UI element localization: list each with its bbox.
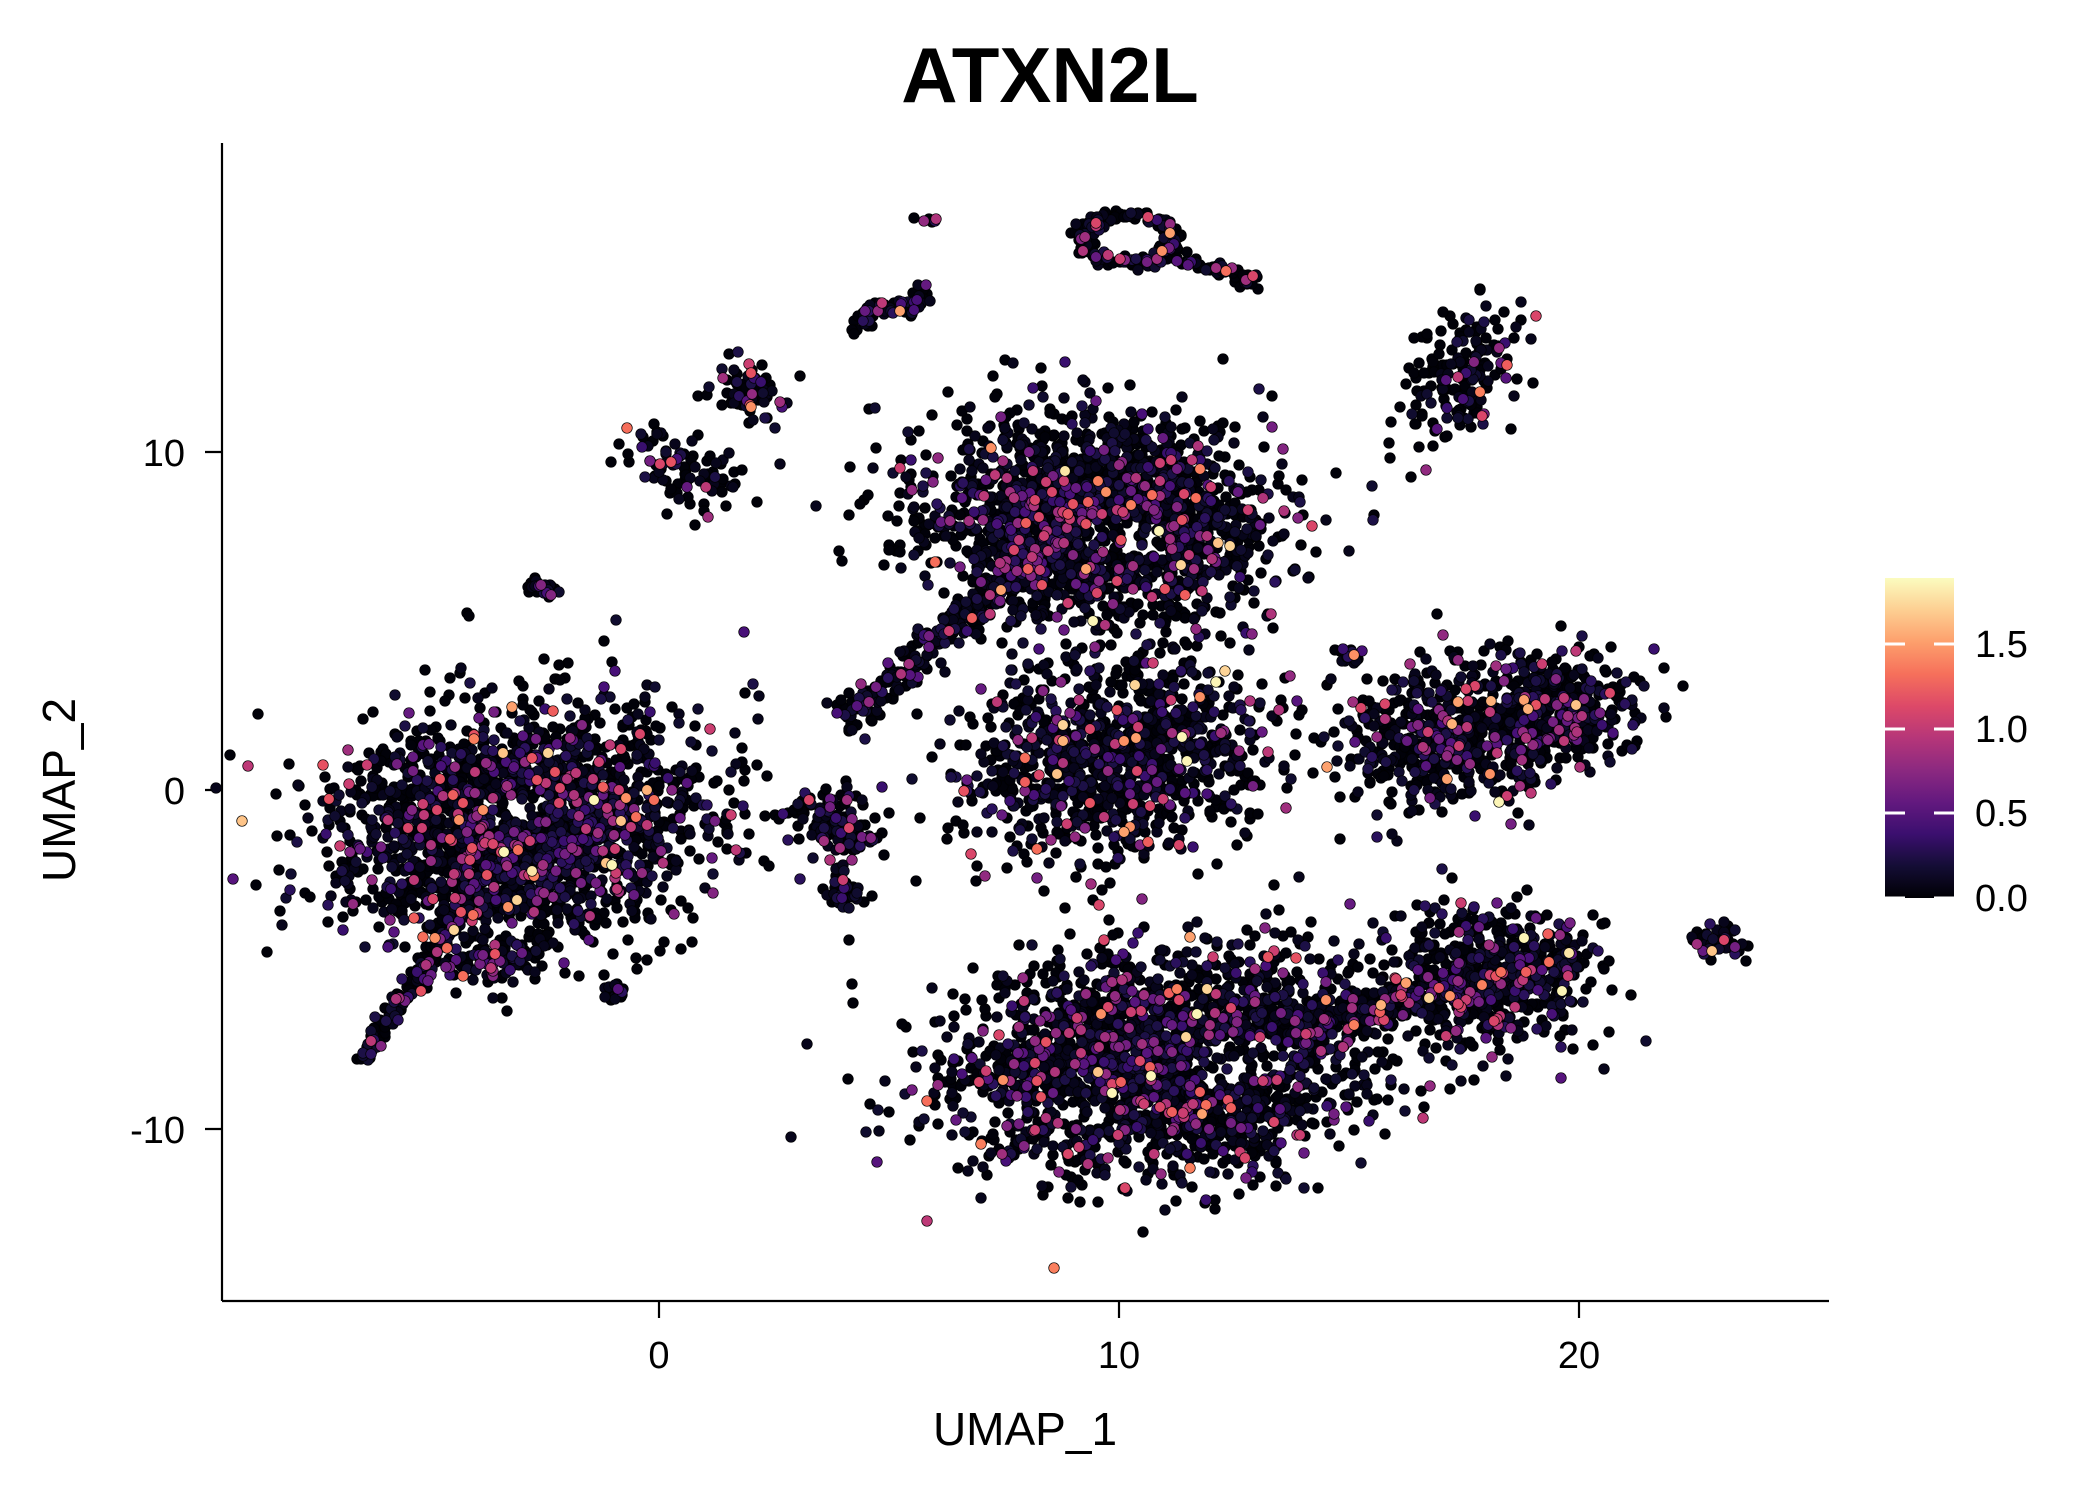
svg-text:20: 20 [1558, 1335, 1600, 1377]
svg-text:0: 0 [648, 1335, 669, 1377]
svg-text:0: 0 [164, 771, 185, 813]
svg-text:-10: -10 [130, 1110, 185, 1152]
svg-text:10: 10 [143, 433, 185, 475]
svg-text:UMAP_2: UMAP_2 [33, 698, 85, 882]
svg-text:10: 10 [1098, 1335, 1140, 1377]
svg-text:UMAP_1: UMAP_1 [933, 1403, 1117, 1455]
